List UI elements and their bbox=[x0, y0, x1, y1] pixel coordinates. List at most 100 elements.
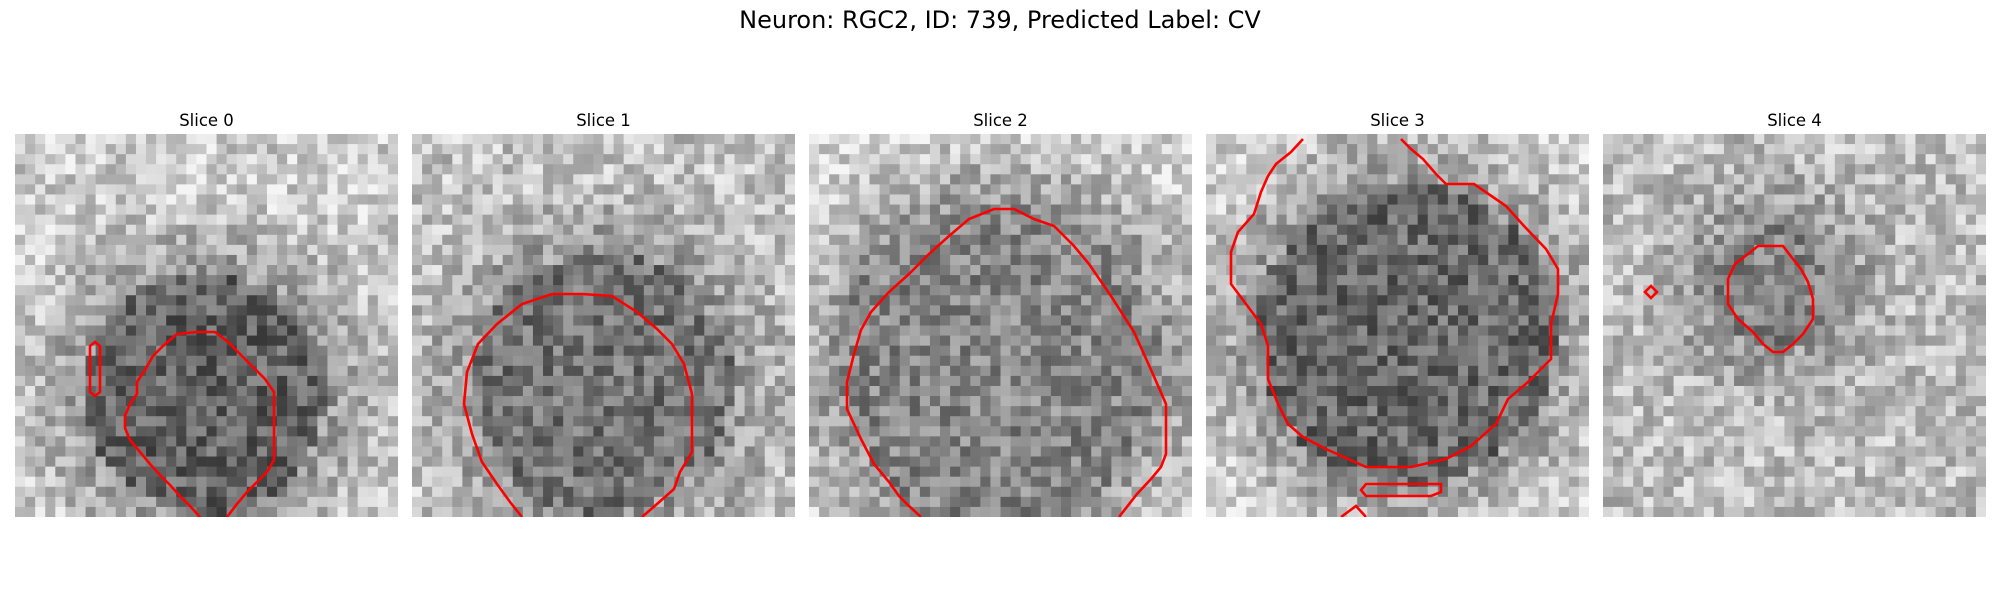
pixel-cell bbox=[35, 396, 46, 407]
pixel-cell bbox=[1151, 396, 1163, 407]
pixel-cell bbox=[714, 385, 726, 397]
pixel-cell bbox=[704, 285, 715, 296]
pixel-cell bbox=[623, 134, 635, 145]
pixel-cell bbox=[256, 224, 268, 236]
pixel-cell bbox=[1478, 285, 1489, 296]
pixel-cell bbox=[1151, 365, 1163, 377]
pixel-cell bbox=[1081, 184, 1092, 196]
pixel-cell bbox=[1316, 214, 1328, 226]
pixel-cell bbox=[1151, 194, 1163, 206]
pixel-cell bbox=[1357, 174, 1368, 185]
pixel-cell bbox=[1121, 194, 1133, 206]
pixel-cell bbox=[377, 174, 389, 185]
pixel-cell bbox=[684, 396, 695, 407]
pixel-cell bbox=[482, 164, 494, 175]
pixel-cell bbox=[980, 194, 992, 206]
pixel-cell bbox=[25, 496, 36, 508]
pixel-cell bbox=[613, 174, 625, 185]
pixel-cell bbox=[1010, 396, 1022, 407]
pixel-cell bbox=[125, 194, 137, 206]
pixel-cell bbox=[1387, 184, 1399, 196]
pixel-cell bbox=[442, 365, 453, 377]
pixel-cell bbox=[1111, 174, 1123, 185]
pixel-cell bbox=[633, 244, 645, 256]
pixel-cell bbox=[583, 426, 595, 437]
pixel-cell bbox=[929, 436, 941, 448]
pixel-cell bbox=[1181, 446, 1192, 458]
pixel-cell bbox=[1040, 234, 1052, 246]
pixel-cell bbox=[462, 144, 474, 155]
pixel-cell bbox=[55, 174, 66, 185]
pixel-cell bbox=[859, 365, 871, 377]
pixel-cell bbox=[1478, 214, 1489, 226]
pixel-cell bbox=[674, 456, 685, 468]
pixel-cell bbox=[960, 154, 971, 165]
pixel-cell bbox=[95, 265, 107, 276]
pixel-cell bbox=[744, 426, 756, 437]
pixel-cell bbox=[563, 224, 574, 236]
pixel-cell bbox=[563, 466, 574, 478]
pixel-cell bbox=[553, 385, 564, 397]
pixel-cell bbox=[724, 144, 736, 155]
pixel-cell bbox=[492, 214, 504, 226]
pixel-cell bbox=[1010, 234, 1022, 246]
pixel-cell bbox=[960, 446, 971, 458]
pixel-cell bbox=[1081, 295, 1092, 306]
pixel-cell bbox=[1276, 234, 1288, 246]
pixel-cell bbox=[1010, 476, 1022, 488]
pixel-cell bbox=[75, 345, 87, 357]
pixel-cell bbox=[327, 285, 339, 296]
pixel-cell bbox=[206, 496, 218, 508]
pixel-cell bbox=[206, 426, 218, 437]
pixel-cell bbox=[1498, 244, 1509, 256]
pixel-cell bbox=[412, 375, 423, 387]
pixel-cell bbox=[869, 265, 881, 276]
pixel-cell bbox=[186, 224, 198, 236]
pixel-cell bbox=[1357, 285, 1368, 296]
pixel-cell bbox=[879, 355, 891, 367]
pixel-cell bbox=[1548, 285, 1560, 296]
pixel-cell bbox=[734, 194, 746, 206]
pixel-cell bbox=[1040, 436, 1052, 448]
pixel-cell bbox=[980, 315, 992, 327]
pixel-cell bbox=[1326, 214, 1338, 226]
pixel-cell bbox=[784, 154, 795, 165]
pixel-cell bbox=[327, 456, 339, 468]
pixel-cell bbox=[940, 194, 951, 206]
pixel-cell bbox=[879, 396, 891, 407]
pixel-cell bbox=[387, 456, 398, 468]
pixel-cell bbox=[482, 265, 494, 276]
pixel-cell bbox=[206, 315, 218, 327]
pixel-cell bbox=[809, 355, 820, 367]
pixel-cell bbox=[694, 254, 705, 266]
pixel-cell bbox=[1558, 144, 1570, 155]
pixel-cell bbox=[532, 285, 544, 296]
pixel-cell bbox=[980, 436, 992, 448]
pixel-cell bbox=[1181, 194, 1192, 206]
pixel-cell bbox=[744, 254, 756, 266]
pixel-cell bbox=[15, 385, 26, 397]
pixel-cell bbox=[1171, 436, 1183, 448]
pixel-cell bbox=[1286, 224, 1298, 236]
pixel-cell bbox=[990, 154, 1002, 165]
pixel-cell bbox=[482, 476, 494, 488]
pixel-cell bbox=[256, 476, 268, 488]
pixel-cell bbox=[1071, 466, 1082, 478]
pixel-cell bbox=[176, 355, 187, 367]
pixel-cell bbox=[317, 244, 329, 256]
pixel-cell bbox=[970, 244, 981, 256]
pixel-cell bbox=[960, 436, 971, 448]
pixel-cell bbox=[583, 396, 595, 407]
pixel-cell bbox=[146, 506, 157, 517]
pixel-cell bbox=[829, 486, 840, 498]
pixel-cell bbox=[317, 285, 329, 296]
pixel-cell bbox=[869, 345, 881, 357]
pixel-cell bbox=[432, 496, 443, 508]
pixel-cell bbox=[196, 345, 208, 357]
pixel-cell bbox=[95, 285, 107, 296]
pixel-cell bbox=[704, 426, 715, 437]
pixel-cell bbox=[206, 506, 218, 517]
pixel-cell bbox=[1171, 164, 1183, 175]
pixel-cell bbox=[532, 214, 544, 226]
pixel-cell bbox=[734, 224, 746, 236]
